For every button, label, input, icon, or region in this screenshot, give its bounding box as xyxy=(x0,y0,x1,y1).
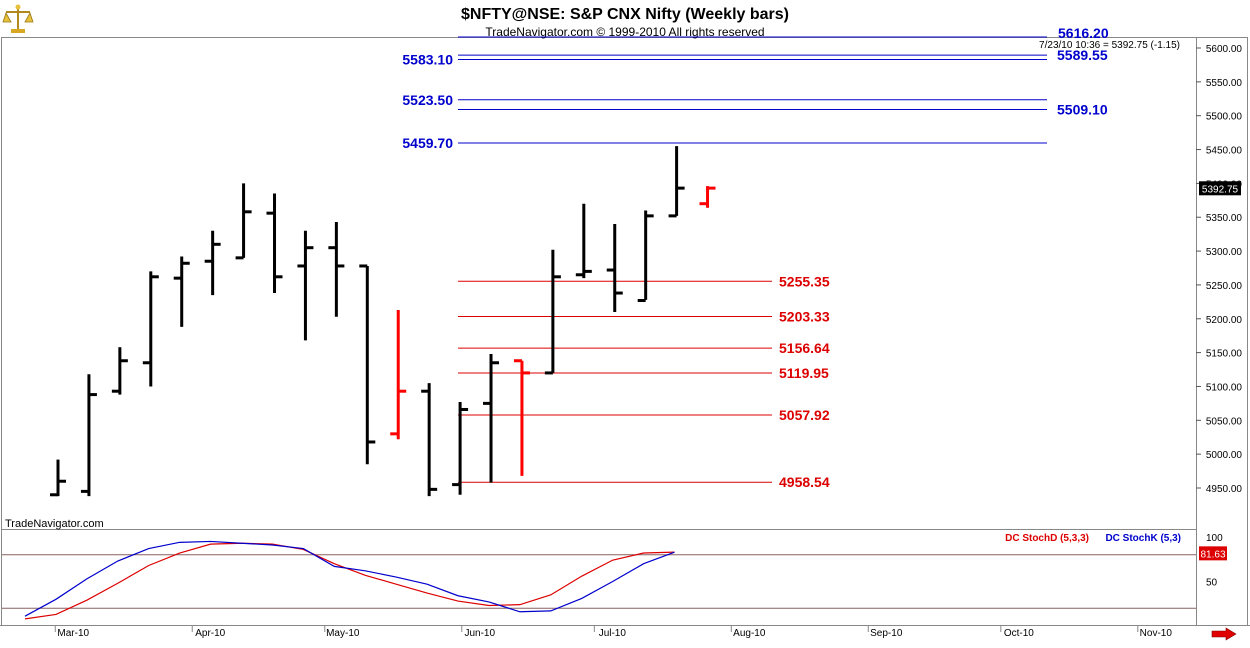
ohlc-bar xyxy=(390,309,407,440)
ohlc-bar xyxy=(452,402,469,495)
legend-stochk: DC StochK (5,3) xyxy=(1105,533,1181,544)
y-tick-label: 5250.00 xyxy=(1206,281,1243,292)
ohlc-bar xyxy=(606,224,623,312)
chart-title: $NFTY@NSE: S&P CNX Nifty (Weekly bars) xyxy=(461,6,789,23)
ohlc-bar xyxy=(359,264,376,465)
legend-stochd: DC StochD (5,3,3) xyxy=(1005,533,1089,544)
ohlc-bar xyxy=(668,146,685,218)
last-price-tag xyxy=(1199,181,1241,196)
ohlc-bar xyxy=(235,183,252,260)
y-tick-label: 4950.00 xyxy=(1206,484,1243,495)
ohlc-bar xyxy=(699,186,716,208)
ohlc-bar xyxy=(297,230,314,341)
stoch-y-tick-label: 50 xyxy=(1206,578,1218,589)
y-tick-label: 5150.00 xyxy=(1206,349,1243,360)
x-tick-label: Mar-10 xyxy=(57,628,89,639)
x-tick-label: Oct-10 xyxy=(1004,628,1034,639)
level-lines: 5616.20 5589.55 5583.10 5523.50 5509.10 5459.… xyxy=(402,25,1108,490)
stochastic-panel: 50 100 81.63 xyxy=(2,533,1227,620)
y-tick-label: 5200.00 xyxy=(1206,315,1243,326)
level-label: 5616.20 xyxy=(1058,25,1109,41)
level-label: 5057.92 xyxy=(779,407,830,423)
x-tick-label: Sep-10 xyxy=(870,628,903,639)
ohlc-bar xyxy=(637,210,654,302)
x-tick-label: May-10 xyxy=(326,628,360,639)
y-tick-label: 5350.00 xyxy=(1206,213,1243,224)
ohlc-bar xyxy=(173,256,190,327)
stoch-panel-frame xyxy=(1,529,1197,626)
ohlc-bar xyxy=(575,203,592,279)
price-panel-frame xyxy=(1,37,1197,530)
last-price-label: 5392.75 xyxy=(1202,184,1239,195)
watermark-text: TradeNavigator.com xyxy=(5,518,104,530)
ohlc-bar xyxy=(50,459,66,497)
level-label: 5589.55 xyxy=(1057,47,1108,63)
date-axis: Mar-10 Apr-10 May-10 Jun-10 Jul-10 Aug-10 Sep-… xyxy=(54,626,1173,639)
ohlc-bar xyxy=(266,193,283,294)
y-tick-label: 5550.00 xyxy=(1206,78,1243,89)
stochd-line xyxy=(24,542,675,620)
level-label: 4958.54 xyxy=(779,474,830,490)
stoch-value-label: 81.63 xyxy=(1200,549,1225,560)
y-tick-label: 5100.00 xyxy=(1206,382,1243,393)
x-tick-label: Apr-10 xyxy=(195,628,225,639)
y-tick-label: 5450.00 xyxy=(1206,146,1243,157)
ohlc-bar xyxy=(483,353,500,483)
y-tick-label: 5500.00 xyxy=(1206,112,1243,123)
ohlc-bar xyxy=(544,249,561,375)
axis-frame xyxy=(1196,37,1248,626)
level-label: 5509.10 xyxy=(1057,102,1108,118)
x-tick-label: Nov-10 xyxy=(1140,628,1173,639)
stochk-line xyxy=(24,540,675,617)
scales-of-justice-icon xyxy=(2,4,34,33)
ohlc-bar xyxy=(80,374,97,497)
x-tick-label: Aug-10 xyxy=(733,628,766,639)
y-tick-label: 5300.00 xyxy=(1206,247,1243,258)
y-tick-label: 5050.00 xyxy=(1206,416,1243,427)
ohlc-bar xyxy=(111,347,128,395)
level-label: 5255.35 xyxy=(779,273,830,289)
level-label: 5583.10 xyxy=(402,51,453,67)
last-price-info: 7/23/10 10:36 = 5392.75 (-1.15) xyxy=(1039,40,1180,51)
ohlc-bar xyxy=(204,230,221,296)
level-label: 5459.70 xyxy=(402,135,453,151)
level-label: 5523.50 xyxy=(402,92,453,108)
level-label: 5203.33 xyxy=(779,309,830,325)
y-tick-label: 5600.00 xyxy=(1206,44,1243,55)
right-arrow-icon[interactable] xyxy=(1211,627,1237,641)
ohlc-bar xyxy=(513,359,530,476)
x-tick-label: Jun-10 xyxy=(464,628,495,639)
level-label: 5119.95 xyxy=(779,365,829,381)
ohlc-bars: 5392.75 xyxy=(50,146,1241,497)
ohlc-bar xyxy=(328,221,345,317)
ohlc-bar xyxy=(142,271,159,387)
ohlc-bar xyxy=(421,383,438,497)
level-label: 5156.64 xyxy=(779,340,830,356)
y-tick-label: 5000.00 xyxy=(1206,450,1243,461)
copyright-text: TradeNavigator.com © 1999-2010 All right… xyxy=(485,25,764,39)
x-tick-label: Jul-10 xyxy=(599,628,627,639)
stoch-y-tick-label: 100 xyxy=(1206,533,1223,544)
stoch-value-tag xyxy=(1199,546,1227,561)
